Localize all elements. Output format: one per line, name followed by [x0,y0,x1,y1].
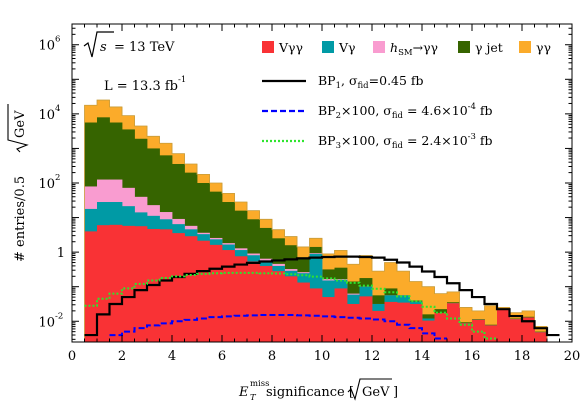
stacked-histogram [84,99,548,343]
bar-Vγγ-14 [259,265,273,342]
bar-Vγγ-7 [172,233,185,342]
y-label-main: # entries/0.5 [13,176,28,262]
legend-label-γ jet: γ jet [475,40,503,55]
x-tick-label: 2 [118,349,126,364]
y-label-unit: GeV [13,110,28,138]
bar-Vγγ-15 [272,271,285,342]
lumi-label: L = 13.3 fb [104,79,178,94]
bar-Vγγ-12 [234,256,248,342]
legend-label-bp3: BP3×100, σfid = 2.4×10-3 fb [318,132,493,151]
legend: Vγγ Vγ hSM→γγ γ jet γγ BP1, σfid=0.45 fb BP2×1… [262,40,551,151]
x-label-sub: T [250,393,257,403]
series-line-bp2 [109,314,447,340]
legend-swatch-Vγγ [262,41,274,53]
bar-Vγγ-0 [84,231,98,342]
legend-label-bp1: BP1, σfid=0.45 fb [318,73,424,91]
bar-Vγγ-34 [509,319,523,342]
x-tick-label: 12 [364,349,381,364]
x-axis-label: E T miss significance [ GeV ] [238,378,398,403]
legend-label-Vγγ: Vγγ [278,40,303,55]
bar-Vγγ-27 [422,320,435,342]
bar-Vγγ-6 [159,229,173,342]
y-tick-exponent: 2 [55,173,60,183]
bar-Vγγ-23 [372,310,385,342]
x-tick-label: 8 [268,349,276,364]
x-tick-label: 0 [68,349,76,364]
bar-Vγγ-16 [284,276,298,342]
x-tick-label: 16 [464,349,481,364]
x-tick-label: 4 [168,349,176,364]
legend-label-γγ: γγ [536,40,551,55]
x-tick-label: 14 [414,349,431,364]
x-tick-label: 6 [218,349,226,364]
sqrt-s-annotation: s = 13 TeV [83,31,175,58]
lumi-exponent: -1 [178,75,186,85]
bar-Vγγ-11 [222,250,235,342]
bar-Vγγ-8 [184,236,198,342]
energy-label: = 13 TeV [114,40,175,55]
y-tick-label: 10 [38,39,55,54]
x-tick-label: 10 [314,349,331,364]
lumi-annotation: L = 13.3 fb -1 [104,75,186,94]
y-tick-label: 10 [38,108,55,123]
bar-Vγγ-3 [122,225,135,342]
bar-Vγγ-9 [197,240,210,342]
x-tick-label: 20 [564,349,581,364]
bar-Vγγ-20 [334,288,348,342]
legend-label-Vγ: Vγ [338,40,356,55]
bar-Vγγ-29 [447,303,460,342]
legend-swatch-γγ [519,41,531,53]
y-tick-label: 10 [38,315,55,330]
bar-Vγγ-33 [497,309,510,342]
bar-Vγγ-28 [434,312,448,342]
x-label-rest: significance [ [266,385,354,400]
bar-Vγγ-21 [347,303,360,342]
bar-Vγγ-26 [409,303,423,342]
bar-Vγγ-4 [134,226,148,342]
y-tick-exponent: 4 [55,104,60,114]
bar-Vγγ-17 [297,282,310,342]
series-line-bp1 [84,255,560,337]
legend-swatch-Vγ [322,41,334,53]
legend-label-bp2: BP2×100, σfid = 4.6×10-4 fb [318,102,493,121]
y-axis-label: # entries/0.5 GeV [7,104,29,262]
x-label-main: E [238,385,249,400]
legend-swatch-hSM→γγ [373,41,385,53]
sqrt-s-label: s [100,40,107,55]
bar-Vγγ-19 [322,297,335,342]
x-label-unit: GeV [362,385,390,400]
bar-Vγγ-1 [97,225,110,342]
legend-label-hSM→γγ: hSM→γγ [390,40,438,58]
stack-outline [84,99,548,342]
x-tick-label: 18 [514,349,531,364]
y-tick-label: 1 [57,246,65,261]
bar-Vγγ-36 [534,332,548,342]
bar-Vγγ-2 [109,224,123,342]
benchmark-lines [84,255,560,340]
x-label-close: ] [393,385,398,400]
y-tick-exponent: -2 [55,311,63,321]
series-line-bp3 [84,271,497,340]
y-tick-exponent: 6 [55,35,60,45]
bar-Vγγ-30 [459,323,473,342]
bar-Vγγ-13 [247,261,260,342]
legend-swatch-γ jet [458,41,470,53]
y-tick-label: 10 [38,177,55,192]
bar-Vγγ-25 [397,302,410,342]
x-label-sup: miss [250,379,270,389]
bar-Vγγ-35 [522,317,535,342]
bar-Vγγ-10 [209,244,223,342]
stack-Vγγ [84,224,548,342]
